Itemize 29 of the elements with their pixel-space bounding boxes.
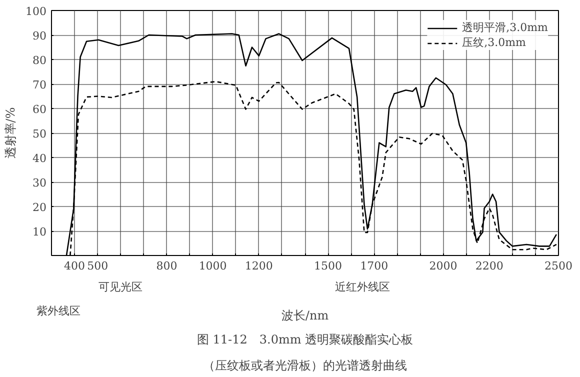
x-tick-label: 1500	[314, 260, 342, 272]
y-axis-title: 透射率/%	[4, 107, 18, 159]
y-tick-label: 70	[32, 78, 47, 92]
y-tick-label: 80	[32, 54, 47, 67]
text: 可见光区	[98, 280, 143, 294]
y-tick-label: 10	[32, 226, 47, 238]
x-axis-title: 波长/nm	[281, 308, 330, 322]
text: 近红外线区	[335, 280, 390, 294]
x-tick-label: 500	[87, 260, 108, 272]
x-tick-label: 1200	[244, 260, 273, 272]
legend-label: 透明平滑,3.0mm	[462, 20, 548, 35]
y-tick-label: 50	[32, 128, 47, 140]
x-tick-label: 2500	[544, 260, 573, 272]
x-tick-label: 800	[156, 260, 178, 272]
text: 紫外线区	[36, 304, 80, 318]
x-tick-label: 1000	[198, 260, 227, 272]
x-tick-label: 1700	[360, 260, 388, 272]
y-tick-label: 20	[32, 201, 47, 214]
y-tick-label: 60	[32, 103, 47, 116]
y-tick-label: 30	[32, 176, 47, 190]
y-tick-label: 40	[32, 152, 47, 165]
x-tick-label: 400	[64, 260, 86, 272]
text: 图 11-12 3.0mm 透明聚碳酸酯实心板	[196, 332, 414, 346]
x-tick-label: 2000	[429, 260, 458, 272]
text: （压纹板或者光滑板）的光谱透射曲线	[203, 358, 407, 372]
y-tick-label: 100	[26, 5, 47, 18]
x-tick-label: 2200	[475, 260, 504, 272]
legend-label: 压纹,3.0mm	[462, 35, 526, 50]
y-tick-label: 90	[32, 30, 47, 42]
